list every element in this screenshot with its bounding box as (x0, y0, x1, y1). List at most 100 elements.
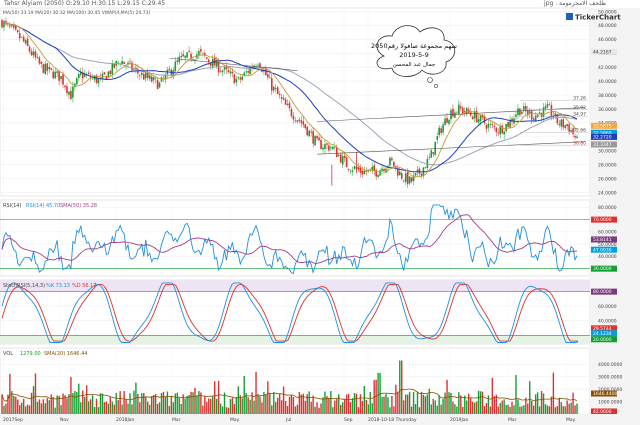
stoch-layer (0, 280, 590, 344)
candle-body (44, 63, 47, 75)
volume-bar (64, 395, 66, 414)
candle-body (186, 52, 188, 58)
volume-bar (72, 393, 74, 414)
volume-bar (513, 405, 515, 414)
candle-body (113, 63, 116, 68)
candle-body (304, 124, 307, 129)
volume-bar (536, 392, 539, 414)
candle-body (326, 143, 328, 145)
volume-sma-line (1, 388, 578, 402)
candle-body (154, 78, 157, 79)
volume-sma-value: SMA(20) 1646.44 (44, 351, 87, 357)
volume-scale-box-label: 1646.4400 (593, 391, 617, 397)
price-tick-label: 38.0000 (598, 93, 617, 99)
volume-bar (245, 392, 247, 414)
volume-bar (477, 390, 480, 414)
volume-bar (532, 405, 535, 414)
candle-body (164, 74, 167, 80)
candle-body (131, 62, 133, 71)
x-axis-label: Nov (60, 417, 69, 423)
volume-bar (147, 401, 149, 414)
volume-bar (276, 397, 279, 414)
rsi-scale-box-label: 53.8141 (593, 237, 612, 243)
candle-body (176, 60, 179, 63)
volume-bar (397, 391, 399, 414)
volume-bar (466, 400, 468, 414)
volume-bar (150, 396, 153, 414)
volume-bar (460, 395, 462, 414)
volume-bar (107, 403, 110, 414)
volume-bar (93, 407, 96, 414)
scale-layer: 50.000048.000046.000044.000042.000040.00… (591, 9, 622, 418)
volume-bar (554, 407, 557, 414)
volume-bar (117, 400, 119, 414)
volume-bar (99, 393, 102, 414)
candle-body (209, 63, 212, 66)
candle-body (542, 107, 545, 117)
volume-bar (308, 391, 310, 414)
volume-bar (487, 395, 490, 414)
volume-bar (349, 402, 352, 414)
right-price-scale (590, 8, 640, 414)
candle-body (36, 56, 39, 58)
comment-cloud[interactable]: سهم مجموعة صافولا رقم2050 2019-5-9 جمال … (371, 25, 457, 88)
price-panel[interactable] (0, 7, 591, 197)
candle-body (42, 64, 45, 73)
volume-bar (85, 385, 88, 414)
volume-bar (237, 386, 240, 414)
candle-body (534, 115, 537, 122)
candle-body (438, 127, 440, 136)
candle-body (38, 57, 41, 64)
candle-body (339, 154, 342, 163)
volume-bar (210, 398, 212, 414)
volume-bar (91, 395, 94, 414)
volume-bar (495, 394, 497, 414)
candle-body (188, 50, 190, 52)
volume-bar (68, 394, 70, 414)
price-scale-box-label: 31.3347 (593, 142, 612, 148)
candle-body (357, 167, 360, 170)
rsi-tick-label: 50.0000 (598, 242, 617, 248)
volume-bar (546, 405, 549, 414)
volume-bar (485, 403, 488, 414)
candle-body (103, 72, 106, 75)
candle-body (280, 97, 283, 99)
rsi-title: RSI(14) (3, 203, 21, 209)
candle-body (68, 91, 70, 96)
volume-bar (412, 391, 415, 414)
candle-body (202, 52, 204, 54)
volume-bar (464, 395, 466, 414)
volume-bar (148, 404, 151, 414)
volume-scale-box (591, 390, 617, 397)
volume-bar (357, 407, 360, 414)
volume-bar (338, 394, 340, 414)
candle-body (272, 86, 275, 91)
volume-bar (365, 399, 368, 414)
volume-bar (399, 360, 401, 414)
volume-bar (143, 393, 145, 414)
candle-body (32, 51, 35, 56)
candle-body (408, 176, 411, 184)
stoch-scale-box-label: 24.1234 (593, 331, 612, 337)
volume-bar (550, 396, 553, 414)
candle-body (373, 165, 375, 172)
candle-body (330, 147, 332, 149)
candle-body (314, 135, 316, 146)
candle-body (359, 167, 362, 173)
volume-bar (50, 394, 52, 414)
volume-bar (544, 404, 547, 414)
volume-bar (450, 392, 452, 414)
candle-body (28, 46, 31, 52)
candle-body (135, 67, 137, 69)
volume-bar (139, 402, 141, 414)
candle-body (574, 135, 576, 138)
candle-body (570, 130, 572, 132)
price-tick-label: 42.0000 (598, 65, 617, 71)
volume-bar (17, 399, 19, 414)
volume-bar (186, 395, 188, 414)
volume-bar (458, 392, 460, 414)
volume-bar (406, 394, 409, 414)
volume-bar (403, 400, 405, 414)
volume-bar (519, 406, 521, 414)
